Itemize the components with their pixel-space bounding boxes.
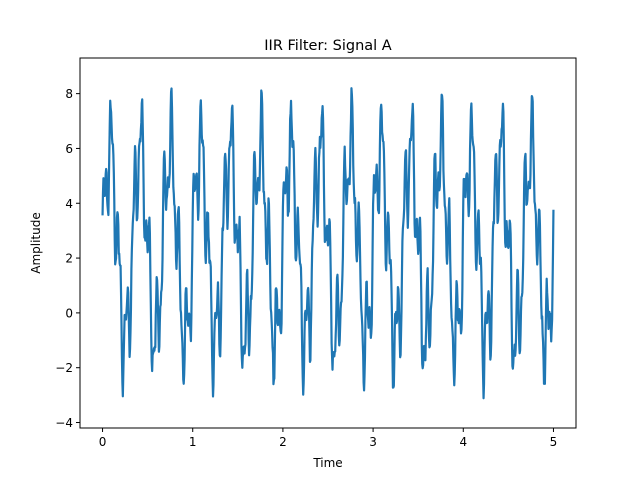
series-layer xyxy=(101,87,555,400)
y-tick-label: 4 xyxy=(65,197,73,211)
y-tick-label: −2 xyxy=(55,361,73,375)
y-tick-label: 8 xyxy=(65,87,73,101)
x-tick-label: 3 xyxy=(369,435,377,449)
x-axis: 0 1 2 3 4 5 xyxy=(99,428,558,449)
x-tick-label: 4 xyxy=(459,435,467,449)
y-tick-label: 6 xyxy=(65,142,73,156)
y-tick-label: −4 xyxy=(55,416,73,430)
x-tick-label: 1 xyxy=(189,435,197,449)
series-line-0 xyxy=(101,87,555,400)
x-tick-label: 2 xyxy=(279,435,287,449)
y-axis: −4 −2 0 2 4 6 8 xyxy=(55,87,80,430)
x-tick-label: 5 xyxy=(550,435,558,449)
x-axis-label: Time xyxy=(312,456,342,470)
chart-title: IIR Filter: Signal A xyxy=(264,38,392,54)
y-tick-label: 0 xyxy=(65,306,73,320)
y-tick-label: 2 xyxy=(65,252,73,266)
x-tick-label: 0 xyxy=(99,435,107,449)
plot-area xyxy=(79,57,577,429)
y-axis-label: Amplitude xyxy=(29,212,43,274)
